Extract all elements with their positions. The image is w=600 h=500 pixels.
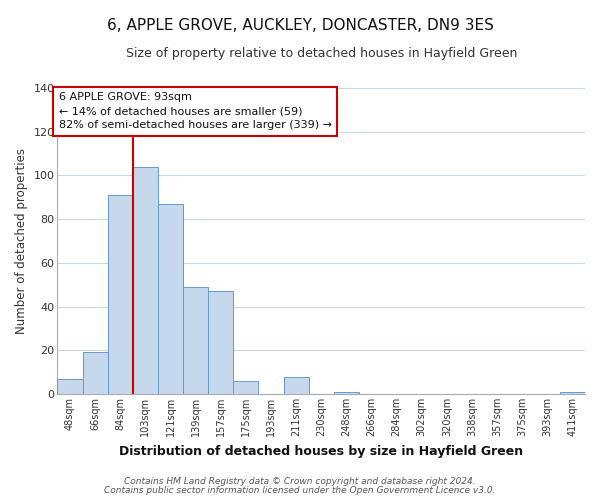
Bar — [108, 195, 133, 394]
Bar — [233, 381, 259, 394]
Bar — [560, 392, 585, 394]
X-axis label: Distribution of detached houses by size in Hayfield Green: Distribution of detached houses by size … — [119, 444, 523, 458]
Bar — [133, 166, 158, 394]
Bar — [284, 376, 308, 394]
Bar — [58, 378, 83, 394]
Bar — [158, 204, 183, 394]
Bar — [334, 392, 359, 394]
Text: 6, APPLE GROVE, AUCKLEY, DONCASTER, DN9 3ES: 6, APPLE GROVE, AUCKLEY, DONCASTER, DN9 … — [107, 18, 493, 32]
Text: Contains public sector information licensed under the Open Government Licence v3: Contains public sector information licen… — [104, 486, 496, 495]
Bar — [208, 292, 233, 394]
Y-axis label: Number of detached properties: Number of detached properties — [15, 148, 28, 334]
Text: Contains HM Land Registry data © Crown copyright and database right 2024.: Contains HM Land Registry data © Crown c… — [124, 477, 476, 486]
Bar — [83, 352, 108, 394]
Title: Size of property relative to detached houses in Hayfield Green: Size of property relative to detached ho… — [125, 48, 517, 60]
Bar — [183, 287, 208, 394]
Text: 6 APPLE GROVE: 93sqm
← 14% of detached houses are smaller (59)
82% of semi-detac: 6 APPLE GROVE: 93sqm ← 14% of detached h… — [59, 92, 332, 130]
